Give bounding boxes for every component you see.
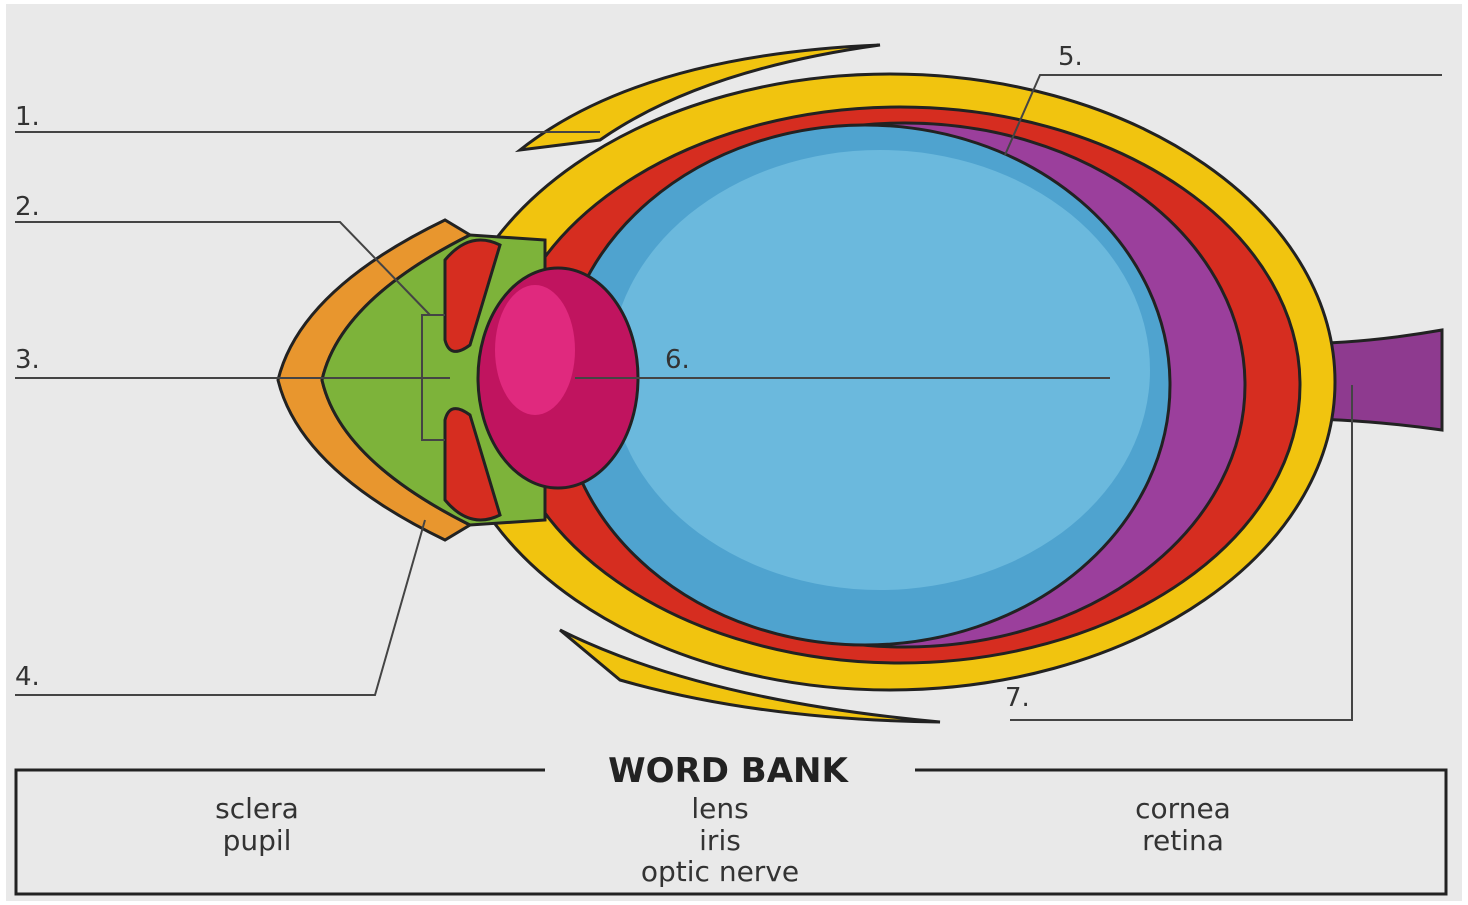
- word: iris: [699, 824, 741, 857]
- lens-highlight: [495, 285, 575, 415]
- word: sclera: [215, 792, 299, 825]
- label: 3.: [15, 345, 40, 375]
- word: pupil: [223, 824, 292, 857]
- word: optic nerve: [641, 855, 799, 888]
- word: cornea: [1135, 792, 1231, 825]
- vitreous-highlight: [610, 150, 1150, 590]
- label: 7.: [1005, 683, 1030, 713]
- word: retina: [1142, 824, 1224, 857]
- label: 4.: [15, 662, 40, 692]
- label: 5.: [1058, 42, 1083, 72]
- label: 2.: [15, 192, 40, 222]
- eye-diagram: 1. 2. 3. 4. 5. 6. 7. WORD BANK sclera pu…: [0, 0, 1468, 905]
- word-bank-title: WORD BANK: [608, 751, 849, 791]
- label: 1.: [15, 102, 40, 132]
- word: lens: [691, 792, 748, 825]
- label: 6.: [665, 345, 690, 375]
